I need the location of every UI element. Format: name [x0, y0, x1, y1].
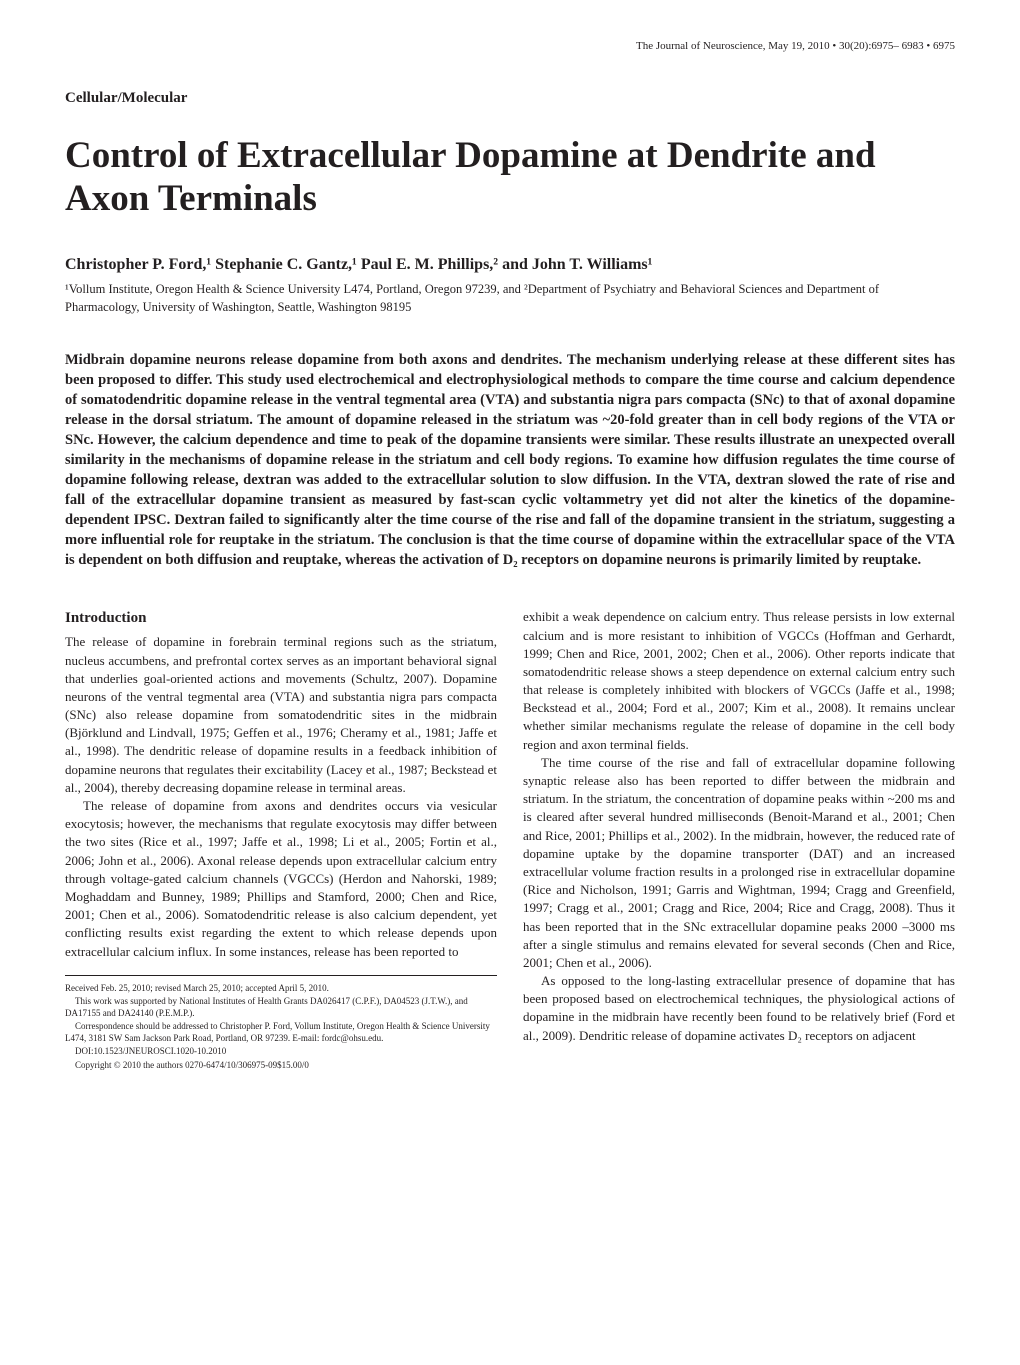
footnote-received: Received Feb. 25, 2010; revised March 25…	[65, 982, 497, 994]
footnote-correspondence: Correspondence should be addressed to Ch…	[65, 1020, 497, 1044]
footnote-doi: DOI:10.1523/JNEUROSCI.1020-10.2010	[65, 1045, 497, 1057]
journal-header: The Journal of Neuroscience, May 19, 201…	[636, 40, 955, 52]
intro-para-3: exhibit a weak dependence on calcium ent…	[523, 608, 955, 754]
footnote-funding: This work was supported by National Inst…	[65, 995, 497, 1019]
intro-para-1: The release of dopamine in forebrain ter…	[65, 633, 497, 797]
introduction-heading: Introduction	[65, 608, 497, 629]
right-column: exhibit a weak dependence on calcium ent…	[523, 608, 955, 1071]
body-columns: Introduction The release of dopamine in …	[65, 608, 955, 1071]
author-list: Christopher P. Ford,¹ Stephanie C. Gantz…	[65, 256, 955, 274]
abstract: Midbrain dopamine neurons release dopami…	[65, 350, 955, 570]
footnote-copyright: Copyright © 2010 the authors 0270-6474/1…	[65, 1059, 497, 1071]
intro-para-4: The time course of the rise and fall of …	[523, 754, 955, 972]
footnotes: Received Feb. 25, 2010; revised March 25…	[65, 975, 497, 1071]
intro-para-5: As opposed to the long-lasting extracell…	[523, 972, 955, 1045]
left-column: Introduction The release of dopamine in …	[65, 608, 497, 1071]
intro-para-2: The release of dopamine from axons and d…	[65, 797, 497, 961]
section-label: Cellular/Molecular	[65, 90, 955, 107]
paper-title: Control of Extracellular Dopamine at Den…	[65, 135, 955, 220]
affiliations: ¹Vollum Institute, Oregon Health & Scien…	[65, 280, 955, 316]
